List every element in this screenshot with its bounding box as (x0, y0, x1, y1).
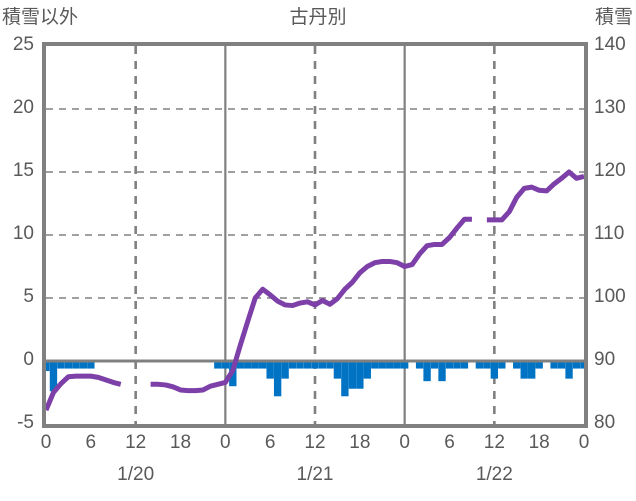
bar (453, 361, 461, 369)
x-axis-tick-label: 12 (125, 432, 147, 453)
bar (296, 361, 304, 369)
bar (49, 361, 58, 392)
x-axis-tick-label: 12 (304, 432, 326, 453)
bar (572, 361, 581, 369)
y-axis-left-tick-label: -5 (17, 412, 34, 433)
y-axis-left-tick-label: 25 (12, 34, 34, 55)
x-axis-tick-label: 6 (264, 432, 276, 453)
bar (266, 361, 274, 379)
data-line (486, 169, 584, 223)
plot-area (42, 42, 588, 428)
bar (513, 361, 521, 369)
y-axis-right-tick-label: 80 (594, 412, 616, 433)
bar (475, 361, 484, 369)
x-axis-day-label: 1/21 (296, 464, 334, 485)
bar (72, 361, 80, 369)
x-axis-tick-label: 0 (220, 432, 231, 453)
page-title: 古丹別 (289, 7, 347, 28)
bar (363, 361, 371, 379)
x-axis-tick-label: 0 (40, 432, 52, 453)
bar (281, 361, 289, 379)
bar (565, 361, 573, 379)
bar (251, 361, 259, 369)
y-axis-right-tick-label: 110 (594, 223, 625, 244)
bar (303, 361, 312, 369)
x-axis-day-label: 1/20 (117, 464, 155, 485)
bar (445, 361, 454, 369)
bar (356, 361, 364, 389)
bar (311, 361, 319, 369)
bar (57, 361, 65, 369)
bar (460, 361, 469, 369)
bar (400, 361, 409, 369)
bar (273, 361, 282, 397)
y-axis-right-tick-label: 140 (594, 34, 626, 55)
bar (483, 361, 491, 369)
y-axis-right-tick-label: 120 (594, 160, 626, 181)
bar (557, 361, 566, 369)
bar (326, 361, 334, 369)
x-axis-tick-label: 6 (444, 432, 455, 453)
bar (498, 361, 506, 369)
x-axis-tick-label: 18 (528, 432, 550, 453)
bar (79, 361, 88, 369)
right-axis-title: 積雪 (594, 7, 633, 28)
bar (580, 361, 584, 369)
bar (87, 361, 95, 369)
x-axis-tick-label: 0 (399, 432, 410, 453)
x-axis-tick-label: 6 (85, 432, 97, 453)
bar (490, 361, 499, 379)
y-axis-left-tick-label: 5 (23, 286, 34, 307)
plot-svg (46, 46, 584, 424)
bar (430, 361, 439, 369)
bar (318, 361, 327, 369)
x-axis-tick-label: 18 (349, 432, 371, 453)
y-axis-left-tick-label: 15 (12, 160, 34, 181)
bar (244, 361, 252, 369)
bar (348, 361, 357, 389)
y-axis-right-tick-label: 130 (594, 97, 626, 118)
y-axis-right-tick-label: 90 (594, 349, 616, 370)
bar (371, 361, 379, 369)
bar (386, 361, 394, 369)
x-axis-tick-label: 12 (483, 432, 505, 453)
bar (259, 361, 267, 369)
bar (64, 361, 73, 369)
bar (393, 361, 401, 369)
bar (438, 361, 446, 382)
x-axis-day-label: 1/22 (475, 464, 513, 485)
bar (341, 361, 349, 397)
left-axis-title: 積雪以外 (2, 7, 79, 28)
bar (236, 361, 244, 369)
plot-inner (46, 46, 584, 424)
y-axis-left-tick-label: 10 (12, 223, 34, 244)
bar (378, 361, 386, 369)
y-axis-right-tick-label: 100 (594, 286, 626, 307)
bar (423, 361, 431, 382)
bar (221, 361, 230, 369)
bar (550, 361, 558, 369)
data-line (46, 373, 122, 412)
bar (415, 361, 424, 369)
bar (46, 361, 50, 372)
y-axis-left-tick-label: 20 (12, 97, 34, 118)
bar (214, 361, 222, 369)
bar (528, 361, 536, 379)
y-axis-left-tick-label: 0 (23, 349, 34, 370)
x-axis-tick-label: 0 (578, 432, 590, 453)
x-axis-tick-label: 18 (169, 432, 192, 453)
bar (288, 361, 297, 369)
data-line (150, 216, 472, 394)
bar (333, 361, 342, 379)
bar (520, 361, 528, 379)
bar (535, 361, 543, 369)
